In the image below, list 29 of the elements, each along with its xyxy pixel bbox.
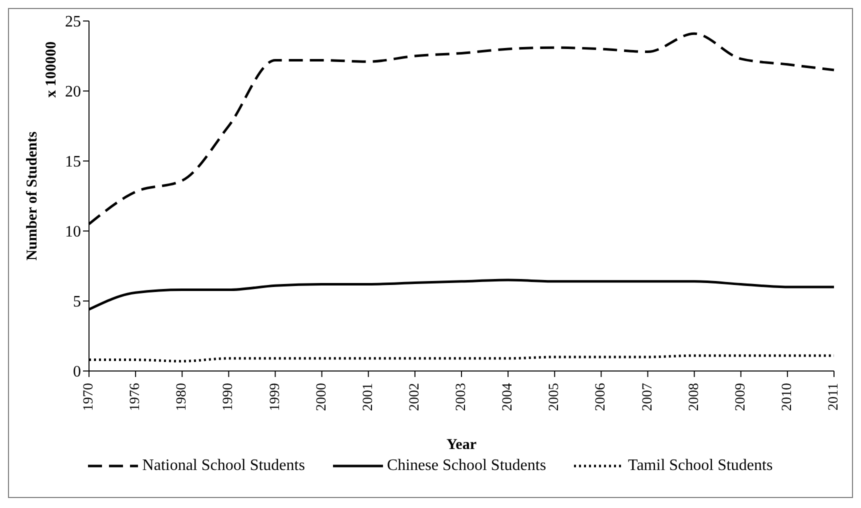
y-axis-title: Number of Students	[24, 131, 40, 260]
x-tick-label: 2007	[640, 383, 656, 411]
x-tick-label: 2001	[360, 383, 376, 411]
x-tick-label: 1970	[82, 383, 96, 411]
x-tick-label: 2006	[594, 383, 609, 411]
x-tick-label: 2002	[407, 383, 422, 411]
x-tick-label: 2011	[826, 383, 842, 410]
legend-label: National School Students	[142, 457, 305, 475]
y-tick-label: 15	[65, 154, 81, 171]
x-tick-label: 2010	[780, 383, 795, 411]
x-tick-label: 2008	[686, 383, 702, 411]
y-tick-label: 25	[65, 14, 81, 31]
x-tick-label: 1990	[221, 383, 236, 411]
legend-label: Chinese School Students	[386, 457, 546, 475]
x-axis-title: Year	[446, 437, 477, 453]
x-tick-label: 2005	[547, 383, 562, 411]
y-tick-label: 5	[73, 294, 81, 311]
x-tick-label: 1980	[174, 383, 190, 411]
x-tick-label: 2003	[454, 383, 469, 411]
y-tick-label: 20	[65, 84, 81, 101]
legend-label: Tamil School Students	[628, 457, 773, 475]
text: x 100000	[44, 40, 60, 98]
x-tick-label: 1999	[268, 383, 283, 411]
x-tick-label: 2000	[314, 383, 330, 411]
x-tick-label: 1976	[128, 383, 144, 411]
x-tick-label: 2004	[500, 383, 516, 411]
y-tick-label: 0	[73, 364, 81, 381]
x-tick-label: 2009	[733, 383, 748, 411]
y-tick-label: 10	[65, 224, 81, 241]
